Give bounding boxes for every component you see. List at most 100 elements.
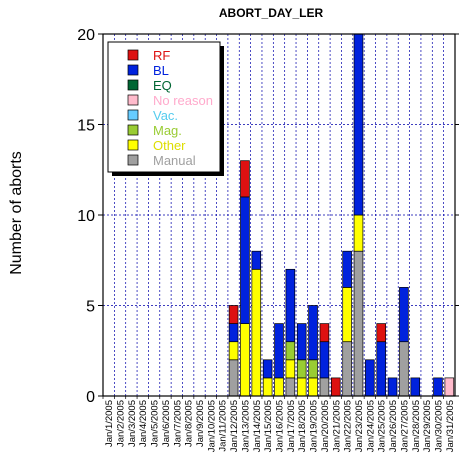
bar-segment-other (353, 214, 364, 252)
bar-segment-bl (285, 268, 296, 343)
y-tick-label: 20 (77, 27, 95, 44)
y-tick-label: 0 (86, 389, 95, 406)
bar-segment-bl (251, 250, 262, 270)
bar-segment-bl (376, 341, 386, 397)
bar-segment-manual (319, 377, 330, 397)
bar-segment-bl (240, 196, 250, 324)
x-tick-label: Jan/18/2005 (297, 400, 308, 452)
bar-segment-other (240, 323, 250, 397)
bar-segment-other (296, 377, 307, 397)
x-tick-label: Jan/25/2005 (377, 400, 388, 452)
bar-segment-bl (296, 323, 307, 361)
bar-segment-bl (387, 377, 398, 397)
bar-segment-manual (342, 341, 352, 397)
x-tick-label: Jan/17/2005 (286, 400, 297, 452)
chart-title: ABORT_DAY_LER (219, 6, 324, 20)
x-tick-label: Jan/27/2005 (399, 400, 410, 452)
bar-segment-rf (330, 377, 341, 397)
legend-swatch-rf (127, 49, 139, 61)
legend-swatch-no-reason (127, 94, 139, 106)
x-tick-label: Jan/20/2005 (320, 400, 331, 452)
legend-swatch-bl (127, 64, 139, 76)
bar-segment-bl (353, 33, 364, 216)
bar-segment-other (342, 287, 352, 343)
x-tick-label: Jan/31/2005 (445, 400, 456, 452)
bar-segment-manual (228, 359, 239, 397)
x-tick-label: Jan/6/2005 (161, 400, 172, 447)
x-tick-label: Jan/10/2005 (206, 400, 217, 452)
x-tick-label: Jan/26/2005 (388, 400, 399, 452)
bar-segment-bl (410, 377, 421, 397)
bar-segment-rf (319, 323, 330, 343)
legend-swatch-manual (127, 154, 139, 166)
bar-segment-no-reason (444, 377, 455, 397)
x-tick-label: Jan/21/2005 (331, 400, 342, 452)
x-tick-label: Jan/19/2005 (309, 400, 320, 452)
legend-label-manual: Manual (153, 153, 196, 168)
x-tick-label: Jan/16/2005 (275, 400, 286, 452)
bar-segment-mag- (308, 359, 318, 379)
bar-segment-bl (228, 323, 239, 343)
x-tick-label: Jan/24/2005 (365, 400, 376, 452)
y-tick-label: 5 (86, 299, 95, 316)
bar-segment-mag- (296, 359, 307, 379)
x-tick-label: Jan/4/2005 (138, 400, 149, 447)
legend-box (107, 41, 221, 173)
legend-swatch-vac- (127, 109, 139, 121)
bar-segment-bl (433, 377, 443, 397)
bar-segment-manual (285, 377, 296, 397)
bar-segment-other (228, 341, 239, 361)
y-axis-label: Number of aborts (8, 151, 25, 275)
x-tick-label: Jan/14/2005 (252, 400, 263, 452)
x-tick-label: Jan/11/2005 (218, 400, 229, 452)
x-tick-label: Jan/12/2005 (229, 400, 240, 452)
bar-segment-other (251, 268, 262, 397)
x-tick-label: Jan/22/2005 (343, 400, 354, 452)
bar-segment-manual (353, 250, 364, 397)
legend-label-vac-: Vac. (153, 108, 178, 123)
legend-label-eq: EQ (153, 78, 172, 93)
legend-label-mag-: Mag. (153, 123, 182, 138)
bar-segment-bl (262, 359, 273, 379)
y-tick-label: 10 (77, 208, 95, 225)
legend-label-bl: BL (153, 63, 169, 78)
x-tick-label: Jan/1/2005 (104, 400, 115, 447)
legend-label-other: Other (153, 138, 186, 153)
x-tick-label: Jan/3/2005 (127, 400, 138, 447)
bar-segment-bl (319, 341, 330, 379)
bar-segment-other (274, 377, 284, 397)
x-tick-label: Jan/13/2005 (240, 400, 251, 452)
x-tick-label: Jan/23/2005 (354, 400, 365, 452)
y-tick-label: 15 (77, 118, 95, 135)
x-tick-label: Jan/2/2005 (116, 400, 127, 447)
bar-segment-bl (342, 250, 352, 288)
legend-label-rf: RF (153, 48, 170, 63)
x-tick-label: Jan/28/2005 (411, 400, 422, 452)
legend-label-no-reason: No reason (153, 93, 213, 108)
x-tick-label: Jan/5/2005 (150, 400, 161, 447)
bar-segment-bl (308, 305, 318, 361)
bar-segment-bl (399, 287, 409, 343)
bar-segment-bl (365, 359, 375, 397)
x-tick-label: Jan/15/2005 (263, 400, 274, 452)
bar-segment-other (308, 377, 318, 397)
bar-segment-rf (240, 160, 250, 198)
legend-swatch-mag- (127, 124, 139, 136)
bar-segment-other (285, 359, 296, 379)
bar-segment-other (262, 377, 273, 397)
bar-segment-manual (399, 341, 409, 397)
x-tick-label: Jan/29/2005 (422, 400, 433, 452)
x-tick-label: Jan/7/2005 (172, 400, 183, 447)
x-tick-label: Jan/8/2005 (184, 400, 195, 447)
legend-swatch-other (127, 139, 139, 151)
bar-segment-bl (274, 323, 284, 379)
legend-swatch-eq (127, 79, 139, 91)
x-tick-label: Jan/30/2005 (433, 400, 444, 452)
bar-segment-rf (376, 323, 386, 343)
bar-segment-mag- (285, 341, 296, 361)
x-tick-label: Jan/9/2005 (195, 400, 206, 447)
